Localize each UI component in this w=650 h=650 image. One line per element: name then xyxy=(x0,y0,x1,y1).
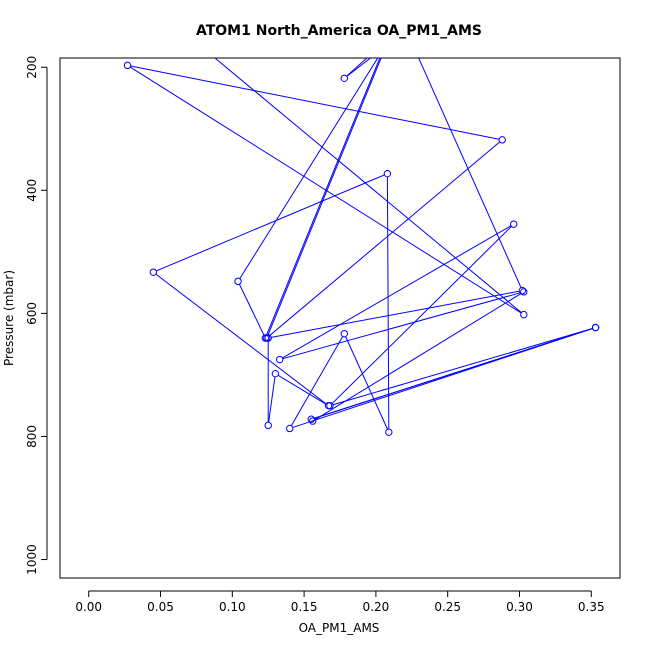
series-line-segment xyxy=(346,58,368,77)
data-point xyxy=(409,39,415,45)
x-tick-label: 0.20 xyxy=(363,600,390,614)
data-point xyxy=(385,428,393,436)
data-point xyxy=(340,329,349,338)
data-point xyxy=(340,74,349,83)
data-point xyxy=(193,39,199,45)
series-line-segment xyxy=(331,226,512,404)
plot-frame xyxy=(59,57,621,579)
data-point xyxy=(520,288,528,296)
series-line-segment xyxy=(332,327,593,406)
data-point xyxy=(123,61,132,70)
plot-area xyxy=(123,39,600,436)
data-point xyxy=(275,355,284,364)
series-line-segment xyxy=(315,293,522,420)
series-line-segment xyxy=(346,58,372,77)
data-point xyxy=(520,310,528,319)
data-point xyxy=(383,169,392,178)
series-line-segment xyxy=(214,58,522,313)
data-point xyxy=(264,334,272,342)
series-line-segment xyxy=(130,65,500,140)
x-tick-label: 0.25 xyxy=(434,600,461,614)
x-tick-label: 0.00 xyxy=(75,600,102,614)
x-tick-label: 0.35 xyxy=(578,600,605,614)
series-line-segment xyxy=(156,174,385,272)
y-tick-label: 1000 xyxy=(25,544,39,575)
series-line-segment xyxy=(418,58,522,288)
series-line-segment xyxy=(239,58,379,279)
data-point xyxy=(234,277,242,286)
x-tick-label: 0.05 xyxy=(147,600,174,614)
series-line-segment xyxy=(282,225,512,359)
y-tick-label: 400 xyxy=(25,179,39,202)
data-point xyxy=(264,421,272,430)
data-point xyxy=(309,417,317,425)
y-axis-label: Pressure (mbar) xyxy=(2,270,16,366)
data-point xyxy=(591,323,600,332)
series-line-segment xyxy=(345,336,388,430)
x-tick-label: 0.15 xyxy=(291,600,318,614)
chart-title: ATOM1 North_America OA_PM1_AMS xyxy=(196,23,482,39)
data-point xyxy=(261,334,270,342)
y-tick-label: 600 xyxy=(25,302,39,325)
data-point xyxy=(387,39,393,45)
data-point xyxy=(326,401,334,410)
series-line-segment xyxy=(267,58,382,336)
series-line-segment xyxy=(266,58,381,336)
data-point xyxy=(498,136,506,144)
series-line-segment xyxy=(268,141,501,337)
data-point xyxy=(384,39,390,45)
data-point xyxy=(271,369,280,378)
x-axis-label: OA_PM1_AMS xyxy=(299,621,380,635)
x-tick-label: 0.10 xyxy=(219,600,246,614)
data-point xyxy=(518,286,527,295)
x-axis: 0.00 0.05 0.10 0.15 0.20 0.25 0.30 0.35 xyxy=(75,590,605,614)
series-line-segment xyxy=(290,336,344,426)
y-tick-label: 200 xyxy=(25,56,39,79)
data-point xyxy=(307,415,315,423)
series-line-segment xyxy=(282,292,521,360)
y-axis: 200 400 600 800 1000 xyxy=(25,56,48,575)
data-point xyxy=(286,424,294,433)
data-point xyxy=(149,268,158,276)
y-tick-label: 800 xyxy=(25,425,39,448)
series-line-segment xyxy=(155,273,327,405)
x-tick-label: 0.30 xyxy=(506,600,533,614)
series-line-segment xyxy=(386,176,390,429)
series-line-segment xyxy=(314,328,593,419)
data-point xyxy=(510,220,518,228)
series-line-segment xyxy=(271,290,520,338)
series-line-segment xyxy=(268,376,276,423)
series-line-segment xyxy=(277,374,327,405)
series-line-segment xyxy=(238,284,265,336)
